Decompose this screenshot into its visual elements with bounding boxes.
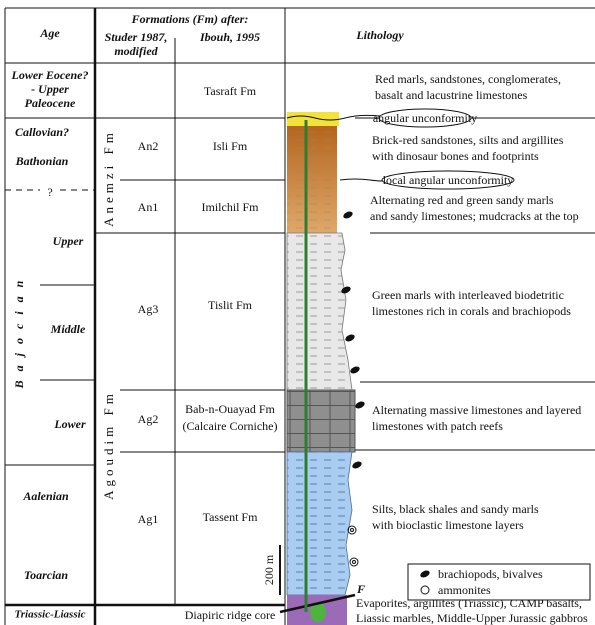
fault-label: F	[356, 582, 365, 596]
member: An2	[138, 139, 159, 153]
header-ibouh: Ibouh, 1995	[199, 30, 260, 44]
formation: Tislit Fm	[208, 298, 253, 312]
group: Agoudim Fm	[101, 390, 116, 500]
age: Callovian?	[15, 125, 69, 139]
header-studer: modified	[114, 44, 158, 58]
age: Toarcian	[24, 568, 69, 582]
member: Ag1	[138, 512, 159, 526]
age: Bathonian	[15, 154, 69, 168]
age: Paleocene	[25, 96, 76, 110]
member: Ag2	[138, 412, 159, 426]
unconformity: local angular unconformity	[383, 173, 514, 187]
header-lithology: Lithology	[355, 28, 404, 42]
description: Silts, black shales and sandy marls	[372, 502, 539, 516]
description: Alternating red and green sandy marls	[370, 193, 554, 207]
formation: Imilchil Fm	[202, 200, 260, 214]
legend-entry: brachiopods, bivalves	[438, 567, 543, 581]
description: with bioclastic limestone layers	[372, 518, 524, 532]
age-query: ?	[47, 185, 52, 199]
group: Anemzi Fm	[101, 129, 116, 227]
formation: Tasraft Fm	[204, 84, 257, 98]
formation: (Calcaire Corniche)	[183, 419, 278, 433]
member: Ag3	[138, 302, 159, 316]
header-studer: Studer 1987,	[105, 30, 168, 44]
description: Red marls, sandstones, conglomerates,	[375, 72, 561, 86]
formation: Tassent Fm	[203, 510, 258, 524]
description: Liassic marbles, Middle-Upper Jurassic g…	[356, 611, 588, 625]
formation: Isli Fm	[213, 139, 248, 153]
description: limestones with patch reefs	[372, 419, 503, 433]
description: limestones rich in corals and brachiopod…	[372, 304, 571, 318]
header-age: Age	[39, 26, 60, 40]
lithology-graphic	[280, 112, 385, 625]
description: with dinosaur bones and footprints	[372, 149, 539, 163]
unconformity: angular unconformity	[373, 111, 477, 125]
description: Green marls with interleaved biodetritic	[372, 288, 564, 302]
member: An1	[138, 200, 159, 214]
legend-entry: ammonites	[438, 583, 491, 597]
age: Middle	[50, 322, 86, 336]
description: and sandy limestones; mudcracks at the t…	[370, 209, 579, 223]
stratigraphic-column: Age Formations (Fm) after: Studer 1987, …	[0, 0, 595, 625]
description: Brick-red sandstones, silts and argillit…	[372, 133, 564, 147]
header-formations: Formations (Fm) after:	[131, 12, 249, 26]
description: Alternating massive limestones and layer…	[372, 403, 581, 417]
description: basalt and lacustrine limestones	[375, 88, 528, 102]
age: Lower Eocene?	[11, 68, 89, 82]
age: - Upper	[31, 82, 69, 96]
formation: Bab-n-Ouayad Fm	[185, 402, 275, 416]
formation: Diapiric ridge core	[185, 608, 276, 622]
scale-label: 200 m	[262, 554, 276, 585]
age: Triassic-Liassic	[14, 609, 85, 621]
age: Lower	[53, 417, 86, 431]
age: Aalenian	[22, 489, 69, 503]
stage-bajocian: Bajocian	[12, 272, 26, 390]
age: Upper	[53, 234, 84, 248]
